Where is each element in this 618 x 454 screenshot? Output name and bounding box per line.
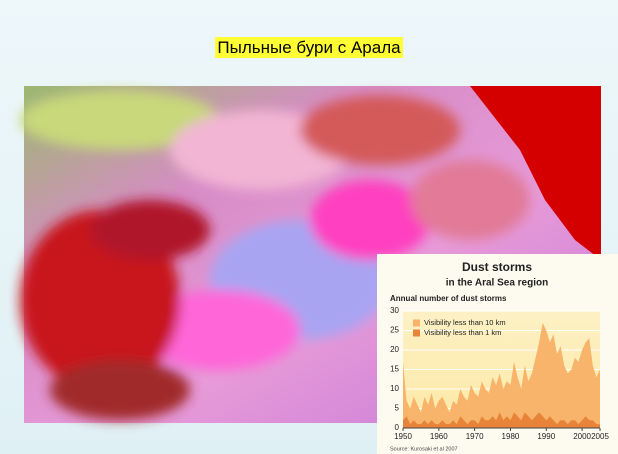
legend-label: Visibility less than 1 km <box>424 328 501 337</box>
chart-title: Dust storms <box>462 260 532 274</box>
x-tick-label: 1980 <box>502 432 520 441</box>
x-tick-label: 2005 <box>591 432 609 441</box>
x-tick-label: 1960 <box>430 432 448 441</box>
legend-swatch <box>413 319 420 327</box>
slide-title: Пыльные бури с Арала <box>215 37 403 58</box>
y-axis-label: Annual number of dust storms <box>390 294 507 303</box>
y-tick-label: 5 <box>395 404 400 413</box>
source: Source: Kurosaki et al 2007 <box>390 446 458 452</box>
y-tick-label: 20 <box>390 345 399 354</box>
y-tick-label: 15 <box>390 365 399 374</box>
slide-title-box: Пыльные бури с Арала <box>0 37 618 58</box>
red-region <box>470 86 601 260</box>
chart-subtitle: in the Aral Sea region <box>446 278 548 289</box>
y-tick-label: 10 <box>390 384 399 393</box>
image-blobs <box>20 90 530 420</box>
legend-swatch <box>413 329 420 337</box>
y-tick-label: 30 <box>390 306 399 315</box>
x-tick-label: 1950 <box>394 432 412 441</box>
y-tick-label: 25 <box>390 326 399 335</box>
area <box>403 412 600 428</box>
x-tick-label: 1970 <box>466 432 484 441</box>
x-tick-label: 2000 <box>573 432 591 441</box>
area <box>403 322 600 428</box>
legend-label: Visibility less than 10 km <box>424 318 506 327</box>
y-tick-label: 0 <box>395 423 400 432</box>
x-tick-label: 1990 <box>537 432 555 441</box>
